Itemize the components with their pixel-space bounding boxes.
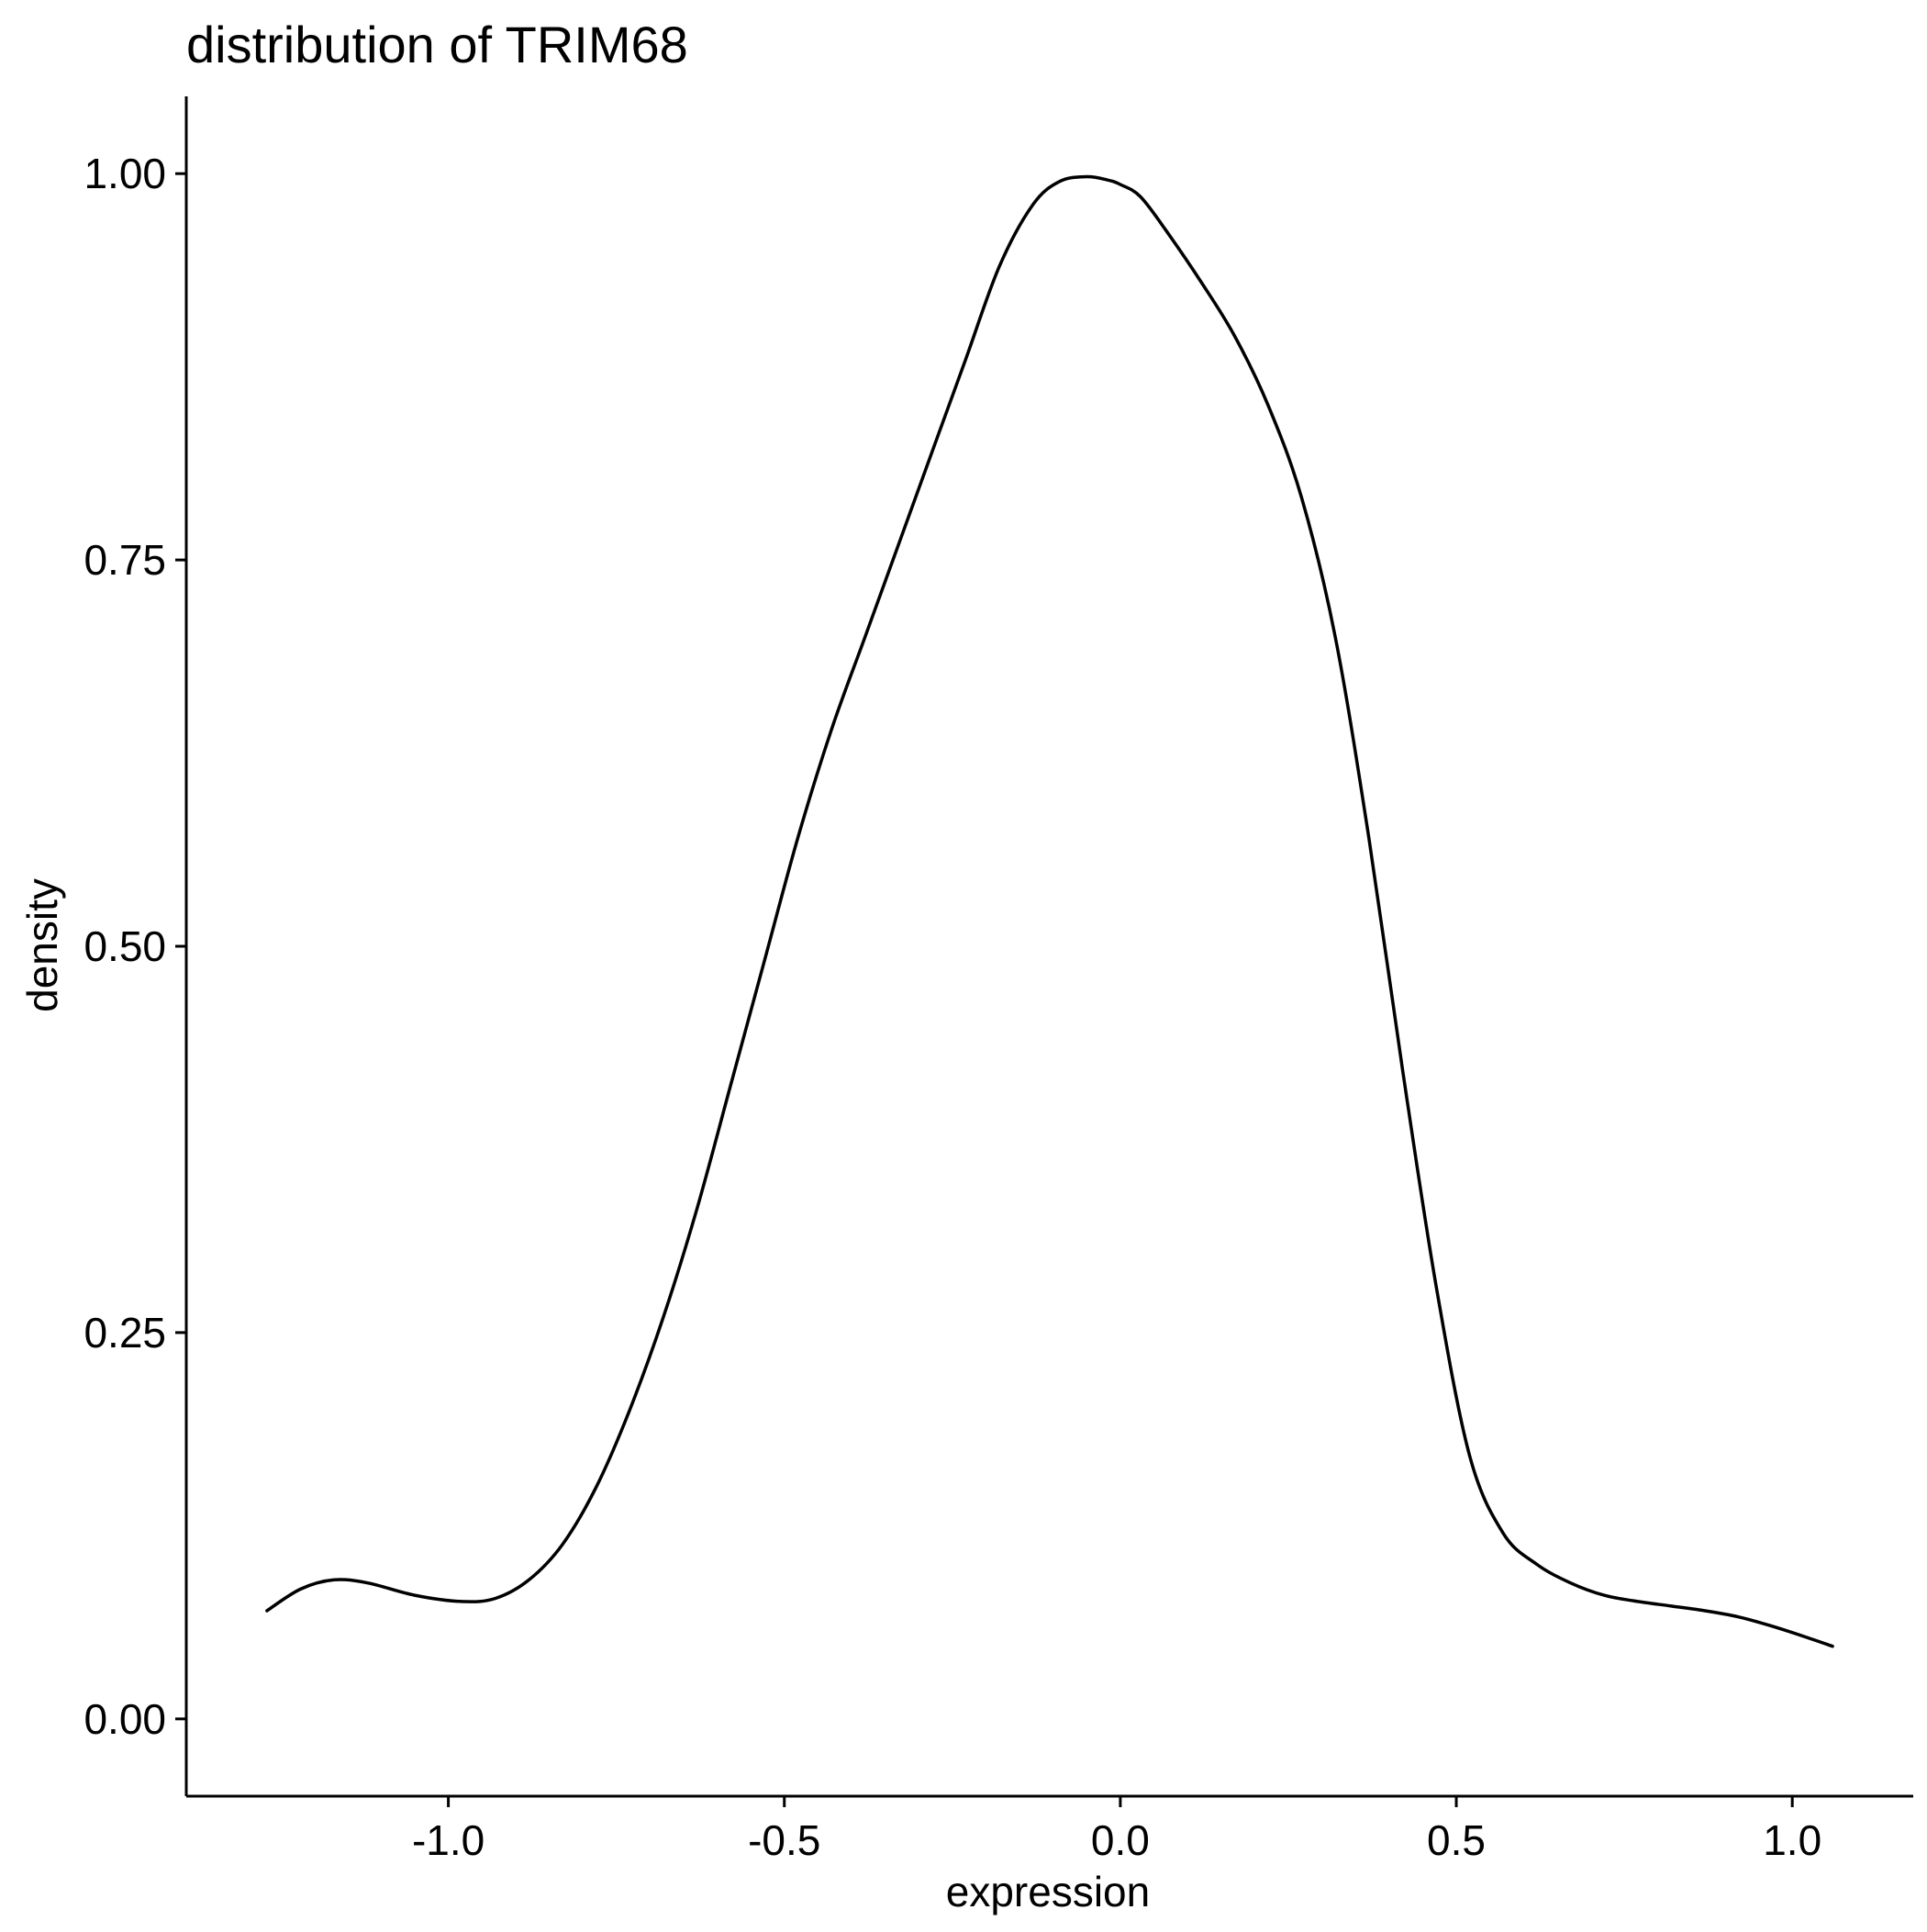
density-curve — [265, 174, 1834, 1648]
x-tick-label: -1.0 — [412, 1816, 485, 1864]
x-axis-ticks: -1.0 -0.5 0.0 0.5 1.0 — [412, 1796, 1821, 1864]
x-tick-label: 0.5 — [1427, 1816, 1486, 1864]
y-tick-label: 1.00 — [84, 150, 166, 197]
y-axis-ticks: 0.00 0.25 0.50 0.75 1.00 — [84, 150, 186, 1743]
plot-area: 0.00 0.25 0.50 0.75 1.00 -1.0 -0.5 0.0 0.5 1.0 — [84, 96, 1913, 1864]
x-tick-label: -0.5 — [748, 1816, 820, 1864]
y-tick-label: 0.25 — [84, 1309, 166, 1357]
y-axis-title: density — [18, 878, 66, 1012]
x-tick-label: 1.0 — [1763, 1816, 1821, 1864]
y-tick-label: 0.50 — [84, 922, 166, 970]
x-axis-title: expression — [946, 1868, 1150, 1915]
y-tick-label: 0.75 — [84, 536, 166, 584]
y-tick-label: 0.00 — [84, 1695, 166, 1743]
chart-title: distribution of TRIM68 — [186, 16, 688, 73]
x-tick-label: 0.0 — [1091, 1816, 1150, 1864]
